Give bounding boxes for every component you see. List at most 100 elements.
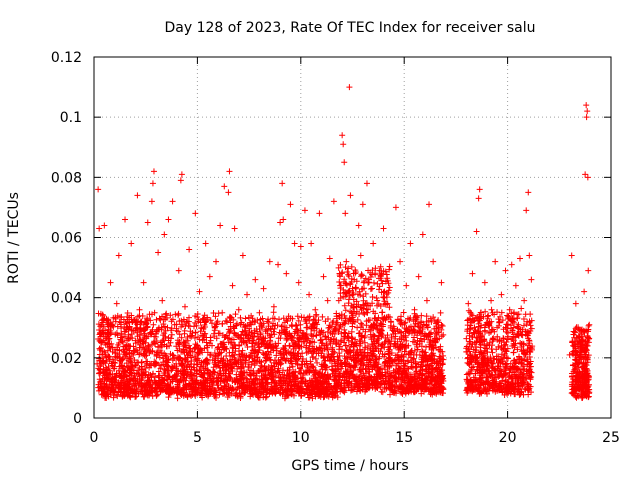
data-point bbox=[193, 357, 200, 364]
data-point bbox=[490, 326, 497, 333]
data-point bbox=[203, 318, 210, 325]
data-point bbox=[370, 331, 377, 338]
data-point bbox=[359, 352, 366, 359]
data-point bbox=[418, 312, 425, 319]
data-point bbox=[342, 307, 349, 314]
data-point bbox=[518, 305, 525, 312]
data-point bbox=[502, 370, 509, 377]
data-point bbox=[478, 333, 485, 340]
data-point bbox=[517, 340, 524, 347]
data-point bbox=[343, 347, 350, 354]
data-point bbox=[132, 337, 139, 344]
data-point bbox=[394, 367, 401, 374]
data-point bbox=[358, 304, 365, 311]
data-point bbox=[143, 317, 150, 324]
data-point bbox=[400, 353, 407, 360]
data-point bbox=[165, 394, 172, 401]
data-point bbox=[584, 334, 591, 341]
data-point bbox=[364, 342, 371, 349]
data-point bbox=[197, 367, 204, 374]
data-point bbox=[258, 322, 265, 329]
data-point bbox=[250, 370, 257, 377]
data-point bbox=[440, 385, 447, 392]
data-point bbox=[276, 377, 283, 384]
data-point bbox=[472, 377, 479, 384]
data-point bbox=[109, 356, 116, 363]
data-point bbox=[112, 318, 119, 325]
data-point bbox=[437, 309, 444, 316]
data-point bbox=[174, 337, 181, 344]
data-point bbox=[296, 364, 303, 371]
data-point bbox=[183, 349, 190, 356]
data-point bbox=[172, 311, 179, 318]
data-point bbox=[211, 324, 218, 331]
data-point bbox=[95, 384, 102, 391]
data-point bbox=[359, 272, 366, 279]
data-point bbox=[336, 278, 343, 285]
data-point bbox=[153, 327, 160, 334]
data-point bbox=[427, 315, 434, 322]
chart-title: Day 128 of 2023, Rate Of TEC Index for r… bbox=[164, 20, 535, 36]
data-point bbox=[256, 326, 263, 333]
data-point bbox=[210, 364, 217, 371]
data-point bbox=[184, 368, 191, 375]
data-point bbox=[164, 362, 171, 369]
data-point bbox=[292, 340, 299, 347]
data-point bbox=[302, 378, 309, 385]
data-point bbox=[270, 309, 277, 316]
data-point bbox=[203, 339, 210, 346]
data-point bbox=[214, 357, 221, 364]
data-point bbox=[195, 316, 202, 323]
data-point bbox=[467, 316, 474, 323]
data-point bbox=[496, 387, 503, 394]
data-point bbox=[168, 331, 175, 338]
data-point bbox=[439, 323, 446, 330]
data-point bbox=[347, 387, 354, 394]
data-point bbox=[584, 356, 591, 363]
data-point bbox=[122, 369, 129, 376]
data-point bbox=[472, 370, 479, 377]
data-point bbox=[180, 343, 187, 350]
data-point bbox=[324, 390, 331, 397]
data-point bbox=[312, 355, 319, 362]
data-point bbox=[245, 354, 252, 361]
data-point bbox=[368, 336, 375, 343]
data-point bbox=[152, 360, 159, 367]
data-point bbox=[580, 392, 587, 399]
data-point bbox=[192, 312, 199, 319]
data-point bbox=[181, 339, 188, 346]
data-point bbox=[242, 315, 249, 322]
data-point bbox=[307, 391, 314, 398]
data-point bbox=[404, 365, 411, 372]
data-point bbox=[483, 370, 490, 377]
data-point bbox=[171, 388, 178, 395]
data-point bbox=[206, 372, 213, 379]
data-point bbox=[99, 311, 106, 318]
data-point bbox=[269, 373, 276, 380]
data-point bbox=[498, 386, 505, 393]
data-point bbox=[227, 357, 234, 364]
data-point bbox=[288, 335, 295, 342]
data-point bbox=[381, 288, 388, 295]
data-point bbox=[268, 331, 275, 338]
data-point bbox=[290, 379, 297, 386]
data-point bbox=[238, 331, 245, 338]
data-point bbox=[271, 325, 278, 332]
data-point bbox=[374, 337, 381, 344]
data-point bbox=[525, 328, 532, 335]
data-point bbox=[369, 293, 376, 300]
data-point bbox=[511, 371, 518, 378]
data-point bbox=[140, 372, 147, 379]
data-point bbox=[279, 382, 286, 389]
data-point bbox=[130, 389, 137, 396]
data-point bbox=[155, 374, 162, 381]
data-point bbox=[290, 350, 297, 357]
data-point bbox=[192, 319, 199, 326]
data-point bbox=[336, 350, 343, 357]
data-point bbox=[213, 391, 220, 398]
data-point bbox=[111, 388, 118, 395]
data-point bbox=[182, 392, 189, 399]
data-point bbox=[422, 355, 429, 362]
data-point bbox=[175, 312, 182, 319]
data-point bbox=[119, 392, 126, 399]
